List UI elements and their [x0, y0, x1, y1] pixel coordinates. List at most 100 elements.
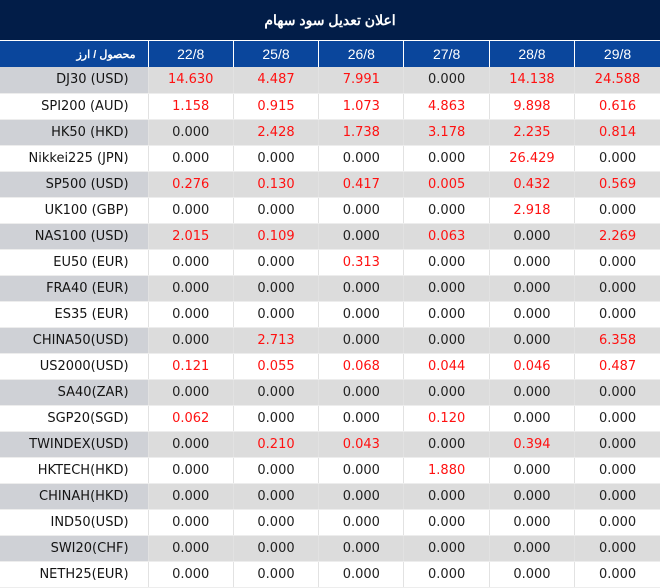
- dividend-value-cell: 0.000: [318, 223, 404, 250]
- dividend-value-cell: 0.000: [232, 509, 319, 536]
- dividend-value-cell: 0.814: [574, 119, 660, 146]
- dividend-value-cell: 0.121: [147, 353, 234, 380]
- dividend-value-cell: 0.000: [574, 509, 660, 536]
- dividend-value-cell: 0.000: [232, 249, 319, 276]
- dividend-value-cell: 0.000: [318, 457, 404, 484]
- dividend-value-cell: 0.000: [147, 509, 234, 536]
- product-name-cell: UK100 (GBP): [0, 197, 149, 224]
- dividend-value-cell: 0.000: [403, 535, 490, 562]
- page-title: اعلان تعدیل سود سهام: [0, 0, 660, 40]
- product-name-cell: SPI200 (AUD): [0, 93, 149, 120]
- column-header-date: 28/8: [488, 40, 575, 67]
- table-row: CHINA50(USD) 0.000 2.713 0.000 0.000 0.000 6.3…: [0, 327, 660, 354]
- dividend-value-cell: 2.713: [232, 327, 319, 354]
- dividend-value-cell: 0.000: [232, 457, 319, 484]
- dividend-value-cell: 9.898: [488, 93, 575, 120]
- table-row: EU50 (EUR) 0.000 0.000 0.313 0.000 0.000 0.000: [0, 249, 660, 276]
- dividend-value-cell: 0.616: [574, 93, 660, 120]
- column-header-date: 25/8: [232, 40, 319, 67]
- table-row: SWI20(CHF) 0.000 0.000 0.000 0.000 0.000 0.000: [0, 535, 660, 562]
- dividend-value-cell: 0.000: [403, 145, 490, 172]
- dividend-value-cell: 0.005: [403, 171, 490, 198]
- column-header-product: محصول / ارز: [0, 40, 149, 67]
- dividend-value-cell: 0.276: [147, 171, 234, 198]
- dividend-value-cell: 0.000: [147, 145, 234, 172]
- table-row: NAS100 (USD) 2.015 0.109 0.000 0.063 0.000 2.2…: [0, 223, 660, 250]
- dividend-value-cell: 0.000: [147, 379, 234, 406]
- dividend-value-cell: 0.487: [574, 353, 660, 380]
- product-name-cell: CHINAH(HKD): [0, 483, 149, 510]
- dividend-value-cell: 0.000: [318, 145, 404, 172]
- dividend-value-cell: 2.015: [147, 223, 234, 250]
- dividend-value-cell: 0.000: [318, 197, 404, 224]
- dividend-value-cell: 26.429: [488, 145, 575, 172]
- table-row: US2000(USD) 0.121 0.055 0.068 0.044 0.046 0.48…: [0, 353, 660, 380]
- dividend-value-cell: 0.000: [574, 561, 660, 588]
- dividend-value-cell: 0.000: [232, 197, 319, 224]
- product-name-cell: US2000(USD): [0, 353, 149, 380]
- dividend-value-cell: 24.588: [574, 67, 660, 94]
- column-header-date: 29/8: [574, 40, 660, 67]
- product-name-cell: EU50 (EUR): [0, 249, 149, 276]
- dividend-value-cell: 1.880: [403, 457, 490, 484]
- dividend-value-cell: 0.432: [488, 171, 575, 198]
- product-name-cell: SA40(ZAR): [0, 379, 149, 406]
- dividend-value-cell: 0.000: [574, 197, 660, 224]
- dividend-value-cell: 0.000: [147, 561, 234, 588]
- dividend-value-cell: 0.000: [318, 535, 404, 562]
- table-row: IND50(USD) 0.000 0.000 0.000 0.000 0.000 0.000: [0, 509, 660, 536]
- dividend-value-cell: 0.000: [318, 509, 404, 536]
- dividend-value-cell: 0.000: [488, 327, 575, 354]
- dividend-value-cell: 0.000: [318, 275, 404, 302]
- table-row: ES35 (EUR) 0.000 0.000 0.000 0.000 0.000 0.000: [0, 301, 660, 328]
- dividend-value-cell: 0.046: [488, 353, 575, 380]
- dividend-value-cell: 0.000: [488, 405, 575, 432]
- product-name-cell: DJ30 (USD): [0, 67, 149, 94]
- product-name-cell: CHINA50(USD): [0, 327, 149, 354]
- dividend-value-cell: 0.000: [232, 379, 319, 406]
- dividend-value-cell: 0.000: [318, 405, 404, 432]
- column-header-date: 27/8: [403, 40, 490, 67]
- dividend-value-cell: 0.109: [232, 223, 319, 250]
- table-row: SA40(ZAR) 0.000 0.000 0.000 0.000 0.000 0.000: [0, 379, 660, 406]
- dividend-value-cell: 0.000: [232, 301, 319, 328]
- dividend-value-cell: 0.569: [574, 171, 660, 198]
- product-name-cell: NETH25(EUR): [0, 561, 149, 588]
- dividend-value-cell: 1.158: [147, 93, 234, 120]
- dividend-value-cell: 0.000: [147, 275, 234, 302]
- dividend-value-cell: 0.000: [488, 249, 575, 276]
- dividend-value-cell: 0.000: [574, 249, 660, 276]
- dividend-value-cell: 0.000: [232, 561, 319, 588]
- dividend-value-cell: 0.000: [403, 67, 490, 94]
- dividend-table: محصول / ارز 22/8 25/8 26/8 27/8 28/8 29/…: [0, 40, 660, 588]
- dividend-value-cell: 0.000: [147, 483, 234, 510]
- dividend-value-cell: 0.000: [147, 197, 234, 224]
- table-row: DJ30 (USD) 14.630 4.487 7.991 0.000 14.138 24.…: [0, 67, 660, 94]
- dividend-value-cell: 7.991: [318, 67, 404, 94]
- dividend-value-cell: 0.062: [147, 405, 234, 432]
- table-row: TWINDEX(USD) 0.000 0.210 0.043 0.000 0.394 0.0…: [0, 431, 660, 458]
- dividend-value-cell: 0.000: [232, 275, 319, 302]
- dividend-value-cell: 0.068: [318, 353, 404, 380]
- dividend-value-cell: 0.000: [488, 223, 575, 250]
- dividend-value-cell: 0.000: [574, 535, 660, 562]
- dividend-value-cell: 0.210: [232, 431, 319, 458]
- dividend-value-cell: 0.130: [232, 171, 319, 198]
- dividend-value-cell: 0.000: [488, 483, 575, 510]
- column-header-date: 26/8: [318, 40, 404, 67]
- dividend-value-cell: 0.000: [403, 327, 490, 354]
- dividend-value-cell: 0.000: [488, 457, 575, 484]
- dividend-value-cell: 0.000: [147, 457, 234, 484]
- product-name-cell: NAS100 (USD): [0, 223, 149, 250]
- dividend-value-cell: 0.063: [403, 223, 490, 250]
- product-name-cell: TWINDEX(USD): [0, 431, 149, 458]
- dividend-value-cell: 0.000: [318, 327, 404, 354]
- product-name-cell: SGP20(SGD): [0, 405, 149, 432]
- dividend-value-cell: 0.000: [574, 405, 660, 432]
- dividend-value-cell: 0.394: [488, 431, 575, 458]
- dividend-value-cell: 4.863: [403, 93, 490, 120]
- product-name-cell: SP500 (USD): [0, 171, 149, 198]
- table-row: HK50 (HKD) 0.000 2.428 1.738 3.178 2.235 0.814: [0, 119, 660, 146]
- dividend-value-cell: 4.487: [232, 67, 319, 94]
- dividend-value-cell: 0.000: [403, 249, 490, 276]
